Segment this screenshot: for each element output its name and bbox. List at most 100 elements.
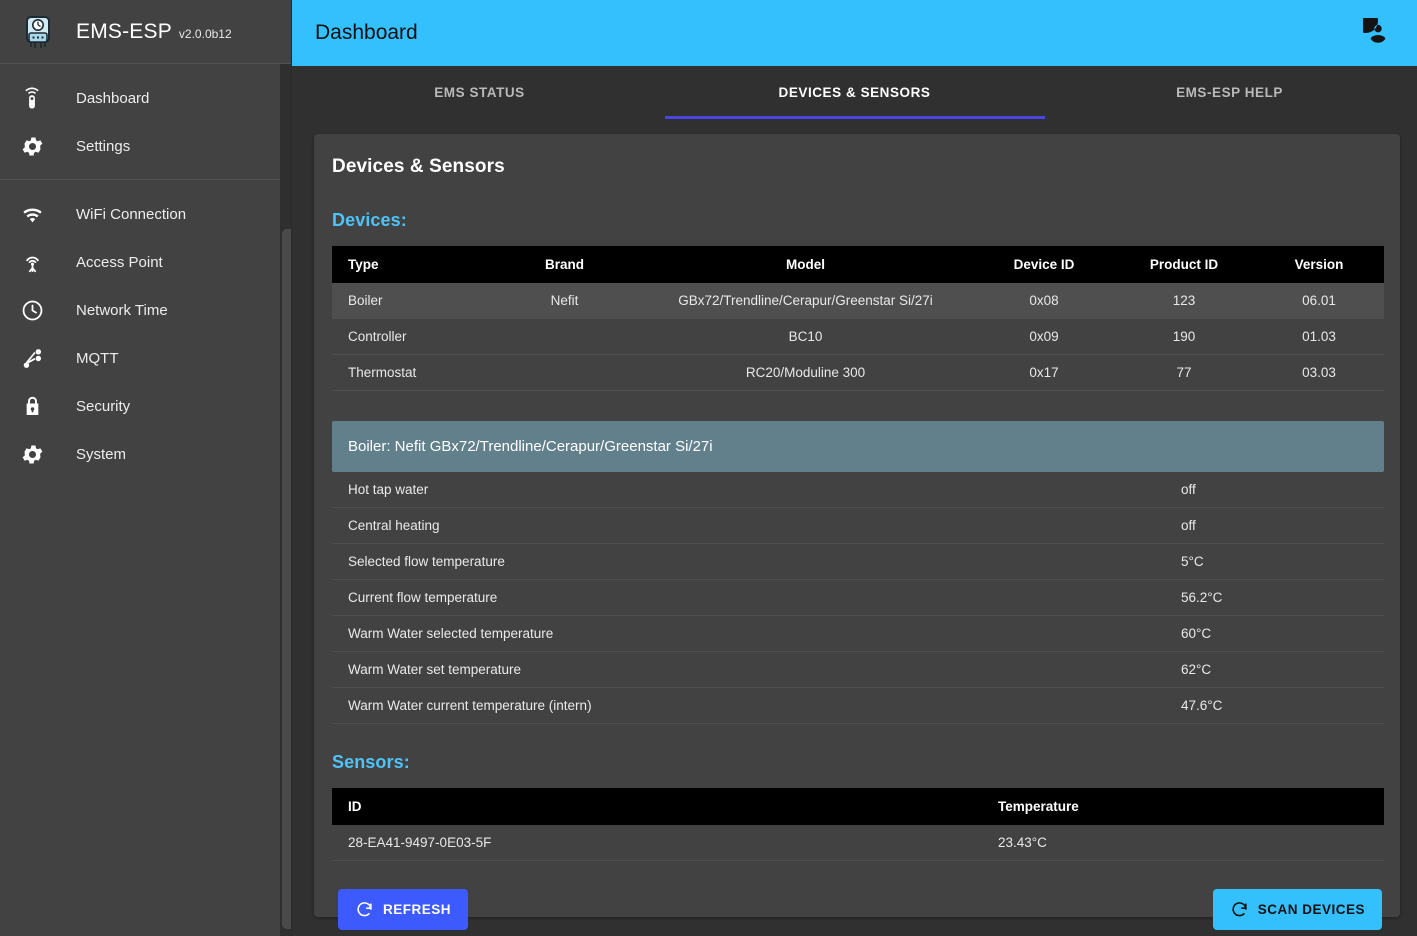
list-item: Warm Water current temperature (intern) … bbox=[332, 687, 1384, 724]
boiler-icon bbox=[18, 12, 58, 52]
list-item: Warm Water selected temperature 60°C bbox=[332, 615, 1384, 652]
sidebar-item-label: MQTT bbox=[76, 349, 119, 367]
column-header-id: ID bbox=[332, 788, 982, 825]
sidebar-item-label: Settings bbox=[76, 137, 131, 155]
list-item: Hot tap water off bbox=[332, 472, 1384, 508]
cell-type: Thermostat bbox=[332, 354, 492, 391]
detail-key: Warm Water set temperature bbox=[332, 651, 1177, 688]
sidebar-scrollbar[interactable] bbox=[280, 64, 291, 936]
cell-product-id: 123 bbox=[1114, 283, 1254, 319]
detail-value: off bbox=[1177, 472, 1384, 508]
cell-sensor-temperature: 23.43°C bbox=[982, 825, 1384, 861]
refresh-icon bbox=[1230, 900, 1249, 919]
list-item: Warm Water set temperature 62°C bbox=[332, 651, 1384, 688]
sidebar-item-mqtt[interactable]: MQTT bbox=[0, 334, 291, 382]
sidebar-item-network-time[interactable]: Network Time bbox=[0, 286, 291, 334]
account-circle-icon[interactable] bbox=[1353, 8, 1393, 48]
wifi-icon bbox=[18, 200, 46, 228]
tab-ems-status[interactable]: EMS STATUS bbox=[434, 85, 525, 100]
cell-device-id: 0x09 bbox=[974, 318, 1114, 355]
detail-key: Current flow temperature bbox=[332, 579, 1177, 616]
clock-icon bbox=[18, 296, 46, 324]
access-point-icon bbox=[18, 248, 46, 276]
table-row[interactable]: Controller BC10 0x09 190 01.03 bbox=[332, 318, 1384, 355]
sidebar-item-label: WiFi Connection bbox=[76, 205, 187, 223]
sidebar-item-wifi-connection[interactable]: WiFi Connection bbox=[0, 190, 291, 238]
devices-sensors-card: Devices & Sensors Devices: Type Brand Mo… bbox=[314, 134, 1400, 930]
sidebar-item-label: Security bbox=[76, 397, 131, 415]
devices-table: Type Brand Model Device ID Product ID Ve… bbox=[332, 246, 1384, 391]
cell-model: RC20/Moduline 300 bbox=[637, 354, 974, 391]
sidebar-item-label: Dashboard bbox=[76, 89, 150, 107]
cell-brand bbox=[492, 354, 637, 391]
detail-value: 5°C bbox=[1177, 543, 1384, 580]
sidebar-item-system[interactable]: System bbox=[0, 430, 291, 478]
dashboard-device-icon bbox=[18, 84, 46, 112]
list-item: Central heating off bbox=[332, 507, 1384, 544]
column-header-model: Model bbox=[637, 246, 974, 283]
refresh-icon bbox=[355, 900, 374, 919]
column-header-product-id: Product ID bbox=[1114, 246, 1254, 283]
table-header-row: ID Temperature bbox=[332, 788, 1384, 825]
node-tree-icon bbox=[18, 344, 46, 372]
tab-ems-esp-help[interactable]: EMS-ESP HELP bbox=[1176, 85, 1283, 100]
card-title: Devices & Sensors bbox=[332, 156, 505, 177]
detail-key: Selected flow temperature bbox=[332, 543, 1177, 580]
cell-type: Controller bbox=[332, 318, 492, 355]
scan-devices-button[interactable]: Scan Devices bbox=[1212, 889, 1382, 930]
detail-key: Hot tap water bbox=[332, 472, 1177, 508]
gear-icon bbox=[18, 132, 46, 160]
list-item: Current flow temperature 56.2°C bbox=[332, 579, 1384, 616]
detail-value: 56.2°C bbox=[1177, 579, 1384, 616]
column-header-version: Version bbox=[1254, 246, 1384, 283]
column-header-brand: Brand bbox=[492, 246, 637, 283]
column-header-temperature: Temperature bbox=[982, 788, 1384, 825]
detail-key: Warm Water selected temperature bbox=[332, 615, 1177, 652]
refresh-button[interactable]: Refresh bbox=[338, 889, 469, 930]
column-header-type: Type bbox=[332, 246, 492, 283]
detail-value: off bbox=[1177, 507, 1384, 544]
table-row[interactable]: Thermostat RC20/Moduline 300 0x17 77 03.… bbox=[332, 354, 1384, 391]
sidebar: EMS-ESP v2.0.0b12 Dashboard bbox=[0, 0, 292, 936]
detail-value: 62°C bbox=[1177, 651, 1384, 688]
table-row[interactable]: 28-EA41-9497-0E03-5F 23.43°C bbox=[332, 825, 1384, 861]
detail-key: Central heating bbox=[332, 507, 1177, 544]
devices-table-head: Type Brand Model Device ID Product ID Ve… bbox=[332, 246, 1384, 283]
refresh-button-label: Refresh bbox=[383, 902, 452, 917]
sidebar-item-label: Access Point bbox=[76, 253, 163, 271]
brand-title: EMS-ESP bbox=[76, 19, 172, 43]
cell-sensor-id: 28-EA41-9497-0E03-5F bbox=[332, 825, 982, 861]
sidebar-item-dashboard[interactable]: Dashboard bbox=[0, 74, 291, 122]
devices-table-wrapper: Type Brand Model Device ID Product ID Ve… bbox=[332, 246, 1384, 391]
brand-version: v2.0.0b12 bbox=[178, 26, 232, 41]
cell-version: 03.03 bbox=[1254, 354, 1384, 391]
table-row[interactable]: Boiler Nefit GBx72/Trendline/Cerapur/Gre… bbox=[332, 283, 1384, 319]
sidebar-item-settings[interactable]: Settings bbox=[0, 122, 291, 170]
sensors-table-body: 28-EA41-9497-0E03-5F 23.43°C bbox=[332, 825, 1384, 861]
scan-devices-button-label: Scan Devices bbox=[1257, 902, 1365, 917]
device-detail-table: Hot tap water off Central heating off Se… bbox=[332, 472, 1384, 724]
cell-version: 01.03 bbox=[1254, 318, 1384, 355]
gear-icon bbox=[18, 440, 46, 468]
sensors-heading: Sensors: bbox=[332, 752, 410, 772]
sidebar-item-security[interactable]: Security bbox=[0, 382, 291, 430]
device-detail-body: Hot tap water off Central heating off Se… bbox=[332, 472, 1384, 724]
cell-product-id: 190 bbox=[1114, 318, 1254, 355]
tab-devices-sensors[interactable]: DEVICES & SENSORS bbox=[667, 66, 1042, 119]
table-header-row: Type Brand Model Device ID Product ID Ve… bbox=[332, 246, 1384, 283]
lock-icon bbox=[18, 392, 46, 420]
sensors-table-head: ID Temperature bbox=[332, 788, 1384, 825]
sidebar-item-label: Network Time bbox=[76, 301, 168, 319]
sidebar-item-access-point[interactable]: Access Point bbox=[0, 238, 291, 286]
cell-model: GBx72/Trendline/Cerapur/Greenstar Si/27i bbox=[637, 283, 974, 319]
devices-table-body: Boiler Nefit GBx72/Trendline/Cerapur/Gre… bbox=[332, 283, 1384, 391]
list-item: Selected flow temperature 5°C bbox=[332, 543, 1384, 580]
device-detail-header: Boiler: Nefit GBx72/Trendline/Cerapur/Gr… bbox=[332, 421, 1384, 472]
sidebar-group-config: WiFi Connection Access Point bbox=[0, 180, 291, 487]
main-content: Dashboard EMS STATUS DEVICES & SENSORS E… bbox=[292, 0, 1417, 936]
tab-bar: EMS STATUS DEVICES & SENSORS EMS-ESP HEL… bbox=[292, 66, 1417, 119]
cell-brand: Nefit bbox=[492, 283, 637, 319]
sidebar-scrollbar-thumb[interactable] bbox=[282, 229, 291, 929]
action-button-row: Refresh Scan Devices bbox=[332, 889, 1384, 930]
